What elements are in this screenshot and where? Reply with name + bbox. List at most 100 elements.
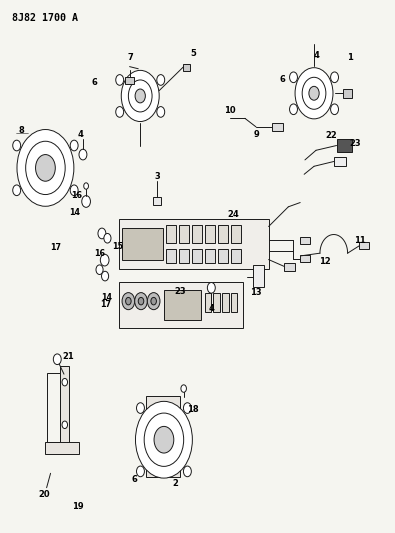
Circle shape — [128, 80, 152, 112]
Circle shape — [104, 233, 111, 243]
Bar — [153, 197, 161, 205]
Circle shape — [13, 185, 21, 196]
Text: 18: 18 — [187, 405, 199, 414]
Bar — [334, 157, 346, 166]
Circle shape — [62, 421, 68, 429]
Circle shape — [144, 413, 184, 466]
Bar — [343, 89, 352, 98]
Circle shape — [295, 68, 333, 119]
Bar — [164, 290, 201, 320]
Bar — [179, 225, 189, 243]
Bar — [125, 77, 134, 84]
Text: 1: 1 — [347, 53, 352, 62]
Bar — [122, 228, 163, 260]
Circle shape — [181, 385, 186, 392]
Circle shape — [135, 89, 145, 103]
Bar — [253, 265, 264, 287]
Circle shape — [98, 228, 106, 239]
Text: 6: 6 — [280, 76, 285, 84]
Text: 4: 4 — [78, 130, 84, 139]
Bar — [300, 237, 310, 244]
Circle shape — [309, 86, 319, 100]
Bar — [231, 249, 241, 263]
Circle shape — [121, 70, 159, 122]
Bar — [205, 225, 215, 243]
Circle shape — [126, 297, 131, 305]
Text: 21: 21 — [62, 352, 74, 360]
Circle shape — [26, 141, 65, 195]
Circle shape — [102, 271, 109, 281]
Circle shape — [116, 107, 124, 117]
Circle shape — [183, 466, 191, 477]
Text: 22: 22 — [325, 132, 337, 140]
Text: 17: 17 — [100, 301, 111, 309]
Bar — [205, 249, 215, 263]
Bar — [47, 373, 60, 442]
Circle shape — [13, 140, 21, 151]
Text: 19: 19 — [71, 502, 83, 511]
Bar — [231, 293, 237, 312]
Bar — [166, 249, 176, 263]
Circle shape — [157, 107, 165, 117]
Text: 14: 14 — [70, 208, 81, 217]
Circle shape — [84, 183, 88, 189]
Circle shape — [100, 254, 109, 266]
Text: 23: 23 — [350, 140, 361, 148]
Bar — [284, 263, 295, 271]
Circle shape — [290, 72, 297, 83]
Bar — [359, 242, 369, 249]
Bar — [118, 219, 269, 269]
Text: 15: 15 — [112, 242, 123, 251]
Text: 4: 4 — [313, 52, 319, 60]
Circle shape — [157, 75, 165, 85]
Bar — [179, 249, 189, 263]
Bar — [300, 255, 310, 262]
Circle shape — [151, 297, 156, 305]
Bar — [45, 442, 79, 454]
Bar — [337, 139, 352, 152]
Text: 3: 3 — [154, 173, 160, 181]
Text: 16: 16 — [71, 191, 83, 200]
Circle shape — [290, 104, 297, 115]
Bar — [146, 396, 180, 477]
Text: 23: 23 — [174, 287, 186, 296]
Circle shape — [116, 75, 124, 85]
Text: 17: 17 — [51, 243, 62, 252]
Bar — [192, 225, 202, 243]
Circle shape — [79, 149, 87, 160]
Bar — [272, 123, 283, 131]
Circle shape — [70, 140, 78, 151]
Circle shape — [137, 403, 145, 414]
Circle shape — [53, 354, 61, 365]
Bar — [118, 282, 243, 328]
Circle shape — [82, 196, 90, 207]
Bar — [205, 293, 211, 312]
Text: 8: 8 — [18, 126, 24, 135]
Circle shape — [331, 104, 339, 115]
Circle shape — [17, 130, 74, 206]
Text: 6: 6 — [132, 475, 137, 484]
Text: 6: 6 — [92, 78, 98, 87]
Circle shape — [135, 293, 147, 310]
Text: 7: 7 — [128, 53, 133, 61]
Text: 14: 14 — [101, 293, 112, 302]
Text: 11: 11 — [354, 237, 365, 245]
Bar — [213, 293, 220, 312]
Bar — [183, 64, 190, 71]
Bar — [222, 293, 229, 312]
Bar — [60, 366, 69, 454]
Circle shape — [62, 378, 68, 386]
Circle shape — [147, 293, 160, 310]
Text: 20: 20 — [38, 490, 50, 498]
Circle shape — [331, 72, 339, 83]
Bar — [218, 225, 228, 243]
Circle shape — [135, 401, 192, 478]
Circle shape — [183, 403, 191, 414]
Bar — [231, 225, 241, 243]
Bar — [192, 249, 202, 263]
Text: 13: 13 — [250, 288, 262, 296]
Text: 12: 12 — [319, 257, 331, 265]
Text: 9: 9 — [254, 130, 260, 139]
Bar — [218, 249, 228, 263]
Text: 2: 2 — [172, 479, 178, 488]
